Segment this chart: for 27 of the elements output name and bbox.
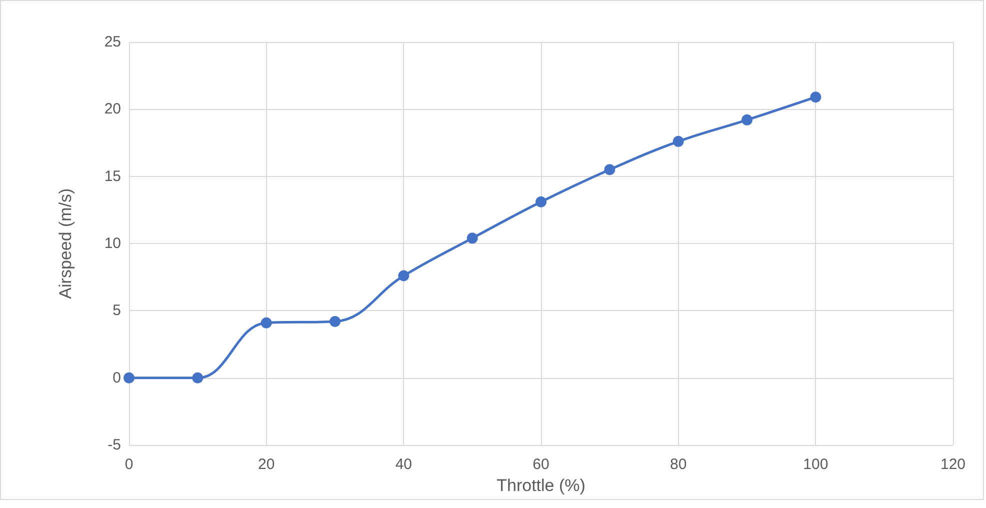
- point: [466, 232, 478, 244]
- x-tick-label: 60: [532, 456, 550, 474]
- x-tick-label: 20: [258, 456, 275, 474]
- y-tick-label: 10: [104, 235, 121, 252]
- x-tick-label: 100: [803, 456, 828, 474]
- point: [672, 136, 684, 147]
- point: [398, 270, 410, 282]
- y-tick-label: 15: [104, 168, 121, 185]
- x-axis-title: Throttle (%): [496, 476, 586, 495]
- x-tick-label: 0: [124, 456, 134, 474]
- y-tick-label: 20: [104, 100, 121, 118]
- point: [810, 92, 822, 103]
- x-tick-label: 40: [395, 456, 412, 474]
- y-tick-label: 25: [104, 34, 121, 50]
- point: [742, 114, 752, 126]
- y-tick-label: 0: [112, 369, 121, 386]
- point: [536, 196, 546, 208]
- point: [604, 164, 616, 176]
- y-tick-label: 5: [112, 302, 121, 320]
- y-tick-label: -5: [108, 436, 121, 454]
- x-tick-label: 80: [670, 456, 687, 474]
- point: [260, 317, 272, 328]
- point: [124, 372, 134, 384]
- x-tick-label: 120: [940, 456, 966, 474]
- y-axis-title: Airspeed (m/s): [56, 188, 75, 299]
- point: [192, 372, 204, 384]
- point: [330, 316, 340, 327]
